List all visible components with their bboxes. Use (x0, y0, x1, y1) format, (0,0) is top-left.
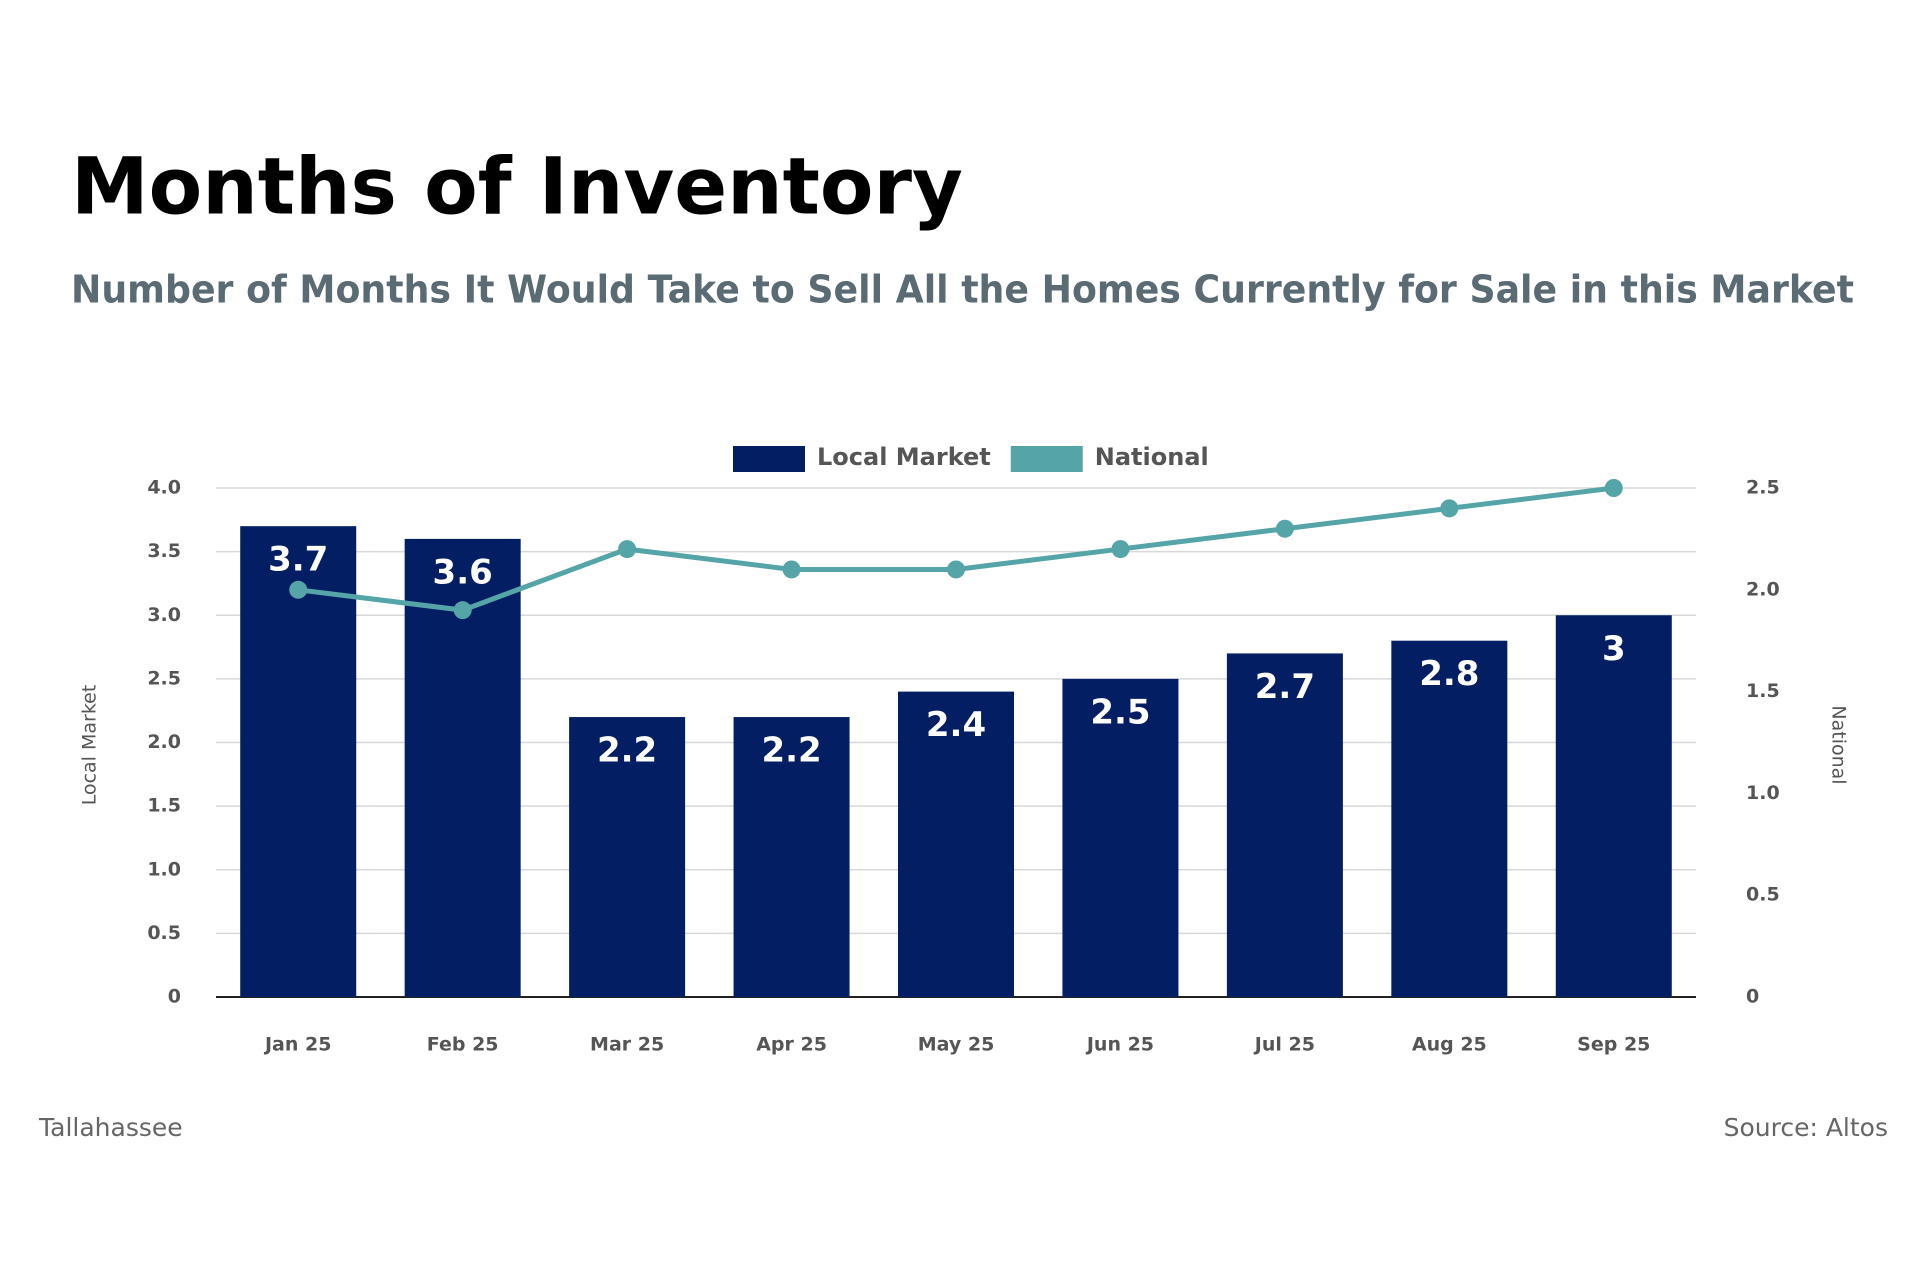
bar (1391, 640, 1508, 997)
data-label: 2.4 (926, 705, 986, 745)
x-tick-label: Feb 25 (427, 1034, 499, 1056)
y-tick-label: 0.5 (147, 922, 181, 944)
y2-tick-label: 1.5 (1746, 680, 1780, 702)
bar (240, 526, 357, 997)
y-tick-label: 1.5 (147, 795, 181, 817)
x-tick-label: May 25 (918, 1034, 995, 1056)
chart-title: Months of Inventory (71, 142, 963, 232)
x-tick-label: Jun 25 (1085, 1034, 1154, 1056)
x-tick-label: Mar 25 (590, 1034, 664, 1056)
data-label: 2.7 (1255, 667, 1315, 707)
legend-label: National (1095, 443, 1209, 471)
y-axis-title: Local Market (79, 685, 101, 806)
y-tick-label: 2.5 (147, 667, 181, 689)
data-label: 3.7 (268, 540, 328, 580)
line-point (782, 560, 801, 579)
legend-swatch (733, 446, 805, 472)
line-point (1275, 519, 1294, 538)
legend-label: Local Market (817, 443, 991, 471)
line-point (947, 560, 965, 579)
bar (1555, 615, 1672, 997)
data-label: 2.8 (1419, 654, 1479, 694)
line-point (1604, 479, 1623, 497)
x-tick-label: Jan 25 (263, 1034, 331, 1056)
data-label: 2.2 (597, 731, 657, 771)
y2-tick-label: 0.5 (1746, 884, 1780, 906)
line-point (453, 601, 472, 620)
footer-right: Source: Altos (1724, 1113, 1888, 1142)
y-tick-label: 3.5 (147, 540, 181, 562)
bar (569, 717, 686, 997)
y2-tick-label: 2.5 (1746, 477, 1780, 499)
bar (1226, 653, 1343, 997)
line-point (289, 580, 308, 599)
y-tick-label: 1.0 (147, 858, 181, 880)
y2-tick-label: 1.0 (1746, 782, 1780, 804)
line-point (1440, 499, 1459, 518)
data-label: 2.2 (761, 731, 821, 771)
data-label: 3.6 (433, 552, 493, 592)
bar (898, 691, 1014, 997)
y2-tick-label: 2.0 (1746, 578, 1780, 600)
y-tick-label: 3.0 (147, 604, 181, 626)
footer-left: Tallahassee (38, 1113, 183, 1142)
x-tick-label: Aug 25 (1412, 1034, 1487, 1056)
data-label: 2.5 (1090, 692, 1150, 732)
line-point (1111, 540, 1130, 559)
x-tick-label: Apr 25 (756, 1034, 827, 1056)
y-tick-label: 0 (168, 986, 181, 1008)
bar (733, 717, 850, 997)
x-tick-label: Sep 25 (1577, 1034, 1650, 1056)
y2-axis-title: National (1828, 705, 1850, 784)
chart-subtitle: Number of Months It Would Take to Sell A… (71, 268, 1854, 312)
line-point (618, 540, 637, 559)
legend-swatch (1010, 446, 1083, 472)
data-label: 3 (1602, 629, 1626, 669)
y-tick-label: 4.0 (147, 477, 181, 499)
y2-tick-label: 0 (1746, 986, 1759, 1008)
bar (1062, 678, 1179, 997)
x-tick-label: Jul 25 (1253, 1034, 1315, 1056)
y-tick-label: 2.0 (147, 731, 181, 753)
